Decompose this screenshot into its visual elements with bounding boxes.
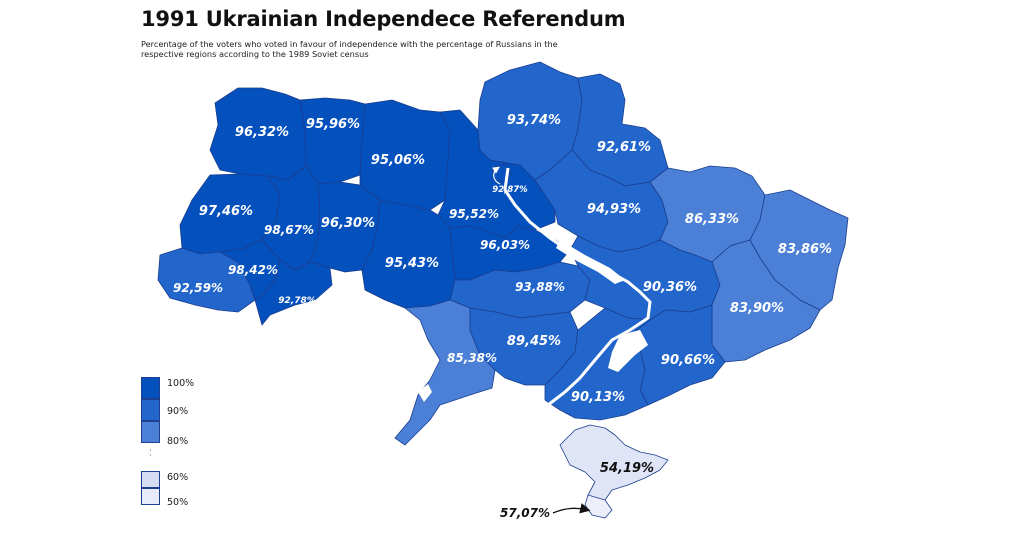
label-sumy: 92,61% [597, 140, 651, 155]
label-kyiv-city: 92,87% [492, 185, 528, 195]
legend-swatch-90 [141, 399, 160, 421]
label-chernihiv: 93,74% [507, 113, 561, 128]
sevastopol-pointer [552, 503, 591, 514]
legend-label-100: 100% [167, 378, 195, 389]
label-khmelnytskyi: 96,30% [321, 216, 375, 231]
label-ternopil: 98,67% [264, 223, 314, 237]
label-cherkasy: 96,03% [480, 238, 530, 252]
label-crimea: 54,19% [600, 461, 654, 476]
label-luhansk: 83,86% [778, 242, 832, 257]
region-sevastopol [584, 494, 613, 519]
dniester-estuary [418, 384, 432, 402]
label-odesa: 85,38% [447, 351, 497, 365]
region-zhytomyr [359, 99, 451, 211]
region-crimea [559, 424, 669, 506]
legend-label-90: 90% [167, 406, 189, 417]
label-rivne: 95,96% [306, 117, 360, 132]
label-kherson: 90,13% [571, 390, 625, 405]
label-poltava: 94,93% [587, 202, 641, 217]
label-lviv: 97,46% [199, 204, 253, 219]
label-kirovohrad: 93,88% [515, 280, 565, 294]
label-volyn: 96,32% [235, 125, 289, 140]
kakhovka-reservoir [608, 330, 648, 372]
azov-sea [639, 409, 691, 441]
label-mykolaiv: 89,45% [507, 334, 561, 349]
legend-label-60: 60% [167, 472, 189, 483]
label-dnipropetrovsk: 90,36% [643, 280, 697, 295]
legend-swatch-100 [141, 377, 160, 399]
legend-swatch-60 [141, 471, 160, 488]
label-ivano-frankivsk: 98,42% [228, 263, 278, 277]
label-sevastopol: 57,07% [500, 506, 550, 520]
legend-ellipsis: · · [149, 446, 152, 461]
map-subtitle: Percentage of the voters who voted in fa… [141, 39, 558, 59]
legend-swatch-80 [141, 421, 160, 443]
map-title: 1991 Ukrainian Independece Referendum [141, 7, 626, 31]
dnieper-reservoir [556, 240, 625, 284]
legend-label-50: 50% [167, 497, 189, 508]
label-zakarpattia: 92,59% [173, 281, 223, 295]
label-kharkiv: 86,33% [685, 212, 739, 227]
label-chernivtsi: 92,78% [278, 296, 316, 306]
dnieper-river [503, 167, 652, 414]
label-zhytomyr: 95,06% [371, 153, 425, 168]
region-chernivtsi [254, 259, 333, 326]
label-donetsk: 83,90% [730, 301, 784, 316]
legend-label-80: 80% [167, 436, 189, 447]
legend-swatch-50 [141, 488, 160, 505]
label-vinnytsia: 95,43% [385, 256, 439, 271]
label-kyiv-oblast: 95,52% [449, 207, 499, 221]
kyiv-city-pointer [492, 166, 501, 185]
label-zaporizhzhia: 90,66% [661, 353, 715, 368]
